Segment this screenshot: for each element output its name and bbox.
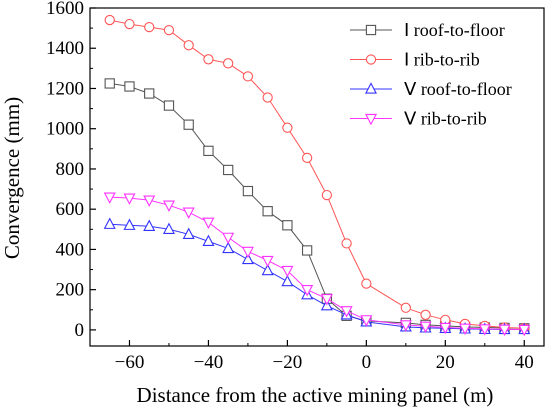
data-point	[241, 252, 254, 265]
data-point	[262, 92, 273, 103]
data-point	[143, 219, 156, 231]
series-3	[103, 217, 531, 335]
x-tick-label: 20	[436, 352, 455, 373]
data-point	[478, 324, 491, 336]
data-point	[518, 324, 531, 337]
series-line	[109, 223, 525, 330]
data-point	[399, 320, 412, 332]
data-point	[262, 206, 273, 217]
axis-ticks: −60 −40 −20 0 20 4002004006008001000120014001…	[46, 0, 534, 373]
data-point	[242, 71, 254, 82]
data-point	[104, 78, 115, 89]
data-point	[123, 193, 136, 205]
data-point	[223, 58, 234, 69]
legend: Ⅰ roof-to-floor Ⅰ rib-to-rib Ⅴ roof-to-flo…	[343, 9, 543, 133]
data-point	[361, 278, 372, 289]
data-point	[144, 21, 155, 33]
data-point	[420, 309, 431, 320]
legend-marker	[364, 113, 378, 126]
data-point	[182, 207, 195, 219]
data-point	[419, 321, 432, 334]
data-point	[222, 241, 235, 254]
plot-border	[89, 7, 545, 347]
data-point	[321, 189, 333, 201]
data-point	[183, 119, 194, 130]
y-axis-title: Convergence (mm)	[0, 97, 24, 259]
y-tick-label: 200	[56, 280, 85, 301]
data-point	[182, 227, 195, 239]
x-tick-label: −20	[273, 352, 303, 373]
data-point	[341, 238, 352, 249]
data-point	[498, 324, 511, 337]
data-point	[104, 14, 115, 26]
plot-frame	[89, 7, 545, 347]
data-point	[261, 255, 274, 268]
data-point	[301, 152, 313, 164]
legend-marker	[365, 24, 377, 36]
y-tick-label: 0	[75, 320, 85, 341]
data-point	[261, 263, 274, 276]
data-point	[282, 122, 293, 133]
y-tick-label: 1600	[46, 0, 84, 19]
legend-label: Ⅰ rib-to-rib	[404, 50, 480, 70]
data-point	[459, 323, 472, 336]
x-axis-title: Distance from the active mining panel (m…	[137, 383, 494, 407]
x-tick-label: 40	[515, 352, 534, 373]
data-point	[281, 265, 294, 278]
data-point	[123, 218, 136, 230]
data-point	[360, 315, 373, 327]
data-point	[124, 18, 135, 30]
series-line	[109, 196, 525, 330]
data-point	[103, 217, 116, 229]
data-point	[301, 245, 313, 256]
legend-label: Ⅴ roof-to-floor	[404, 79, 512, 99]
series-layer	[103, 14, 531, 337]
data-point	[439, 322, 452, 335]
y-tick-label: 1000	[46, 119, 84, 140]
data-point	[103, 192, 116, 204]
data-point	[143, 195, 156, 207]
data-point	[162, 222, 175, 234]
y-tick-label: 400	[56, 239, 85, 260]
data-point	[282, 220, 293, 231]
data-point	[340, 306, 353, 318]
x-tick-label: −60	[115, 352, 145, 373]
data-point	[163, 100, 175, 111]
y-tick-label: 800	[56, 159, 85, 180]
data-point	[320, 294, 333, 306]
data-point	[242, 185, 254, 197]
data-point	[203, 54, 214, 65]
series-2	[104, 14, 530, 334]
data-point	[162, 200, 175, 212]
data-point	[281, 274, 294, 287]
y-tick-label: 1400	[46, 38, 84, 59]
legend-marker	[364, 82, 378, 94]
data-point	[144, 88, 155, 99]
data-point	[163, 24, 175, 36]
legend-item-1: Ⅰ roof-to-floor	[350, 20, 505, 40]
data-point	[223, 164, 234, 176]
y-tick-label: 600	[56, 199, 85, 220]
data-point	[301, 285, 314, 297]
data-point	[241, 246, 254, 259]
data-point	[222, 232, 235, 245]
data-point	[202, 234, 215, 247]
legend-item-3: Ⅴ roof-to-floor	[350, 79, 512, 99]
legend-marker	[365, 54, 377, 65]
data-point	[203, 145, 214, 156]
data-point	[124, 81, 135, 92]
legend-item-2: Ⅰ rib-to-rib	[350, 50, 480, 70]
x-tick-label: 0	[362, 352, 372, 373]
data-point	[202, 217, 215, 230]
legend-label: Ⅴ rib-to-rib	[404, 109, 487, 129]
data-point	[183, 40, 194, 51]
series-4	[103, 192, 531, 337]
legend-item-4: Ⅴ rib-to-rib	[350, 109, 487, 129]
y-tick-label: 1200	[46, 78, 84, 99]
data-point	[400, 302, 411, 313]
legend-label: Ⅰ roof-to-floor	[404, 20, 505, 40]
x-tick-label: −40	[194, 352, 224, 373]
